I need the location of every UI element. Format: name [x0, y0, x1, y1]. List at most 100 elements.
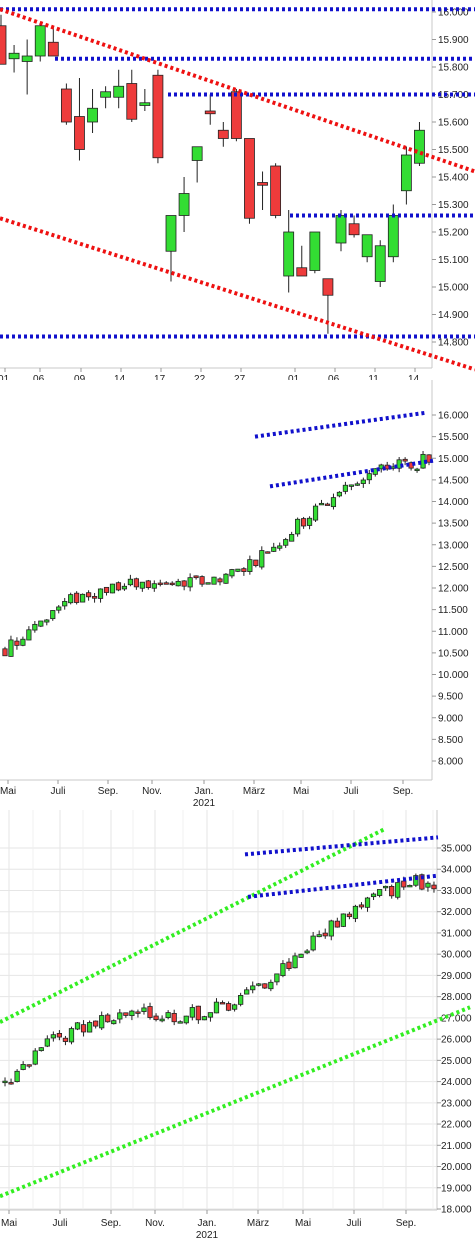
y-tick-label: 16.000: [438, 8, 469, 19]
candle-up: [8, 639, 14, 657]
candle-down: [257, 182, 268, 186]
candle-down: [115, 582, 122, 591]
y-tick-label: 15.300: [438, 200, 469, 211]
trend-line: [269, 458, 436, 489]
y-tick-label: 15.100: [438, 255, 469, 266]
trend-line: [254, 410, 426, 439]
candle-up: [376, 889, 383, 896]
candle-down: [145, 580, 151, 589]
chart-panel-weekly-index: 16.000 15.500 15.000 14.500 14.000 13.500 13.0…: [0, 380, 475, 810]
y-tick-label: 32.000: [441, 907, 472, 918]
candle-up: [361, 234, 373, 258]
candle-up: [366, 473, 372, 481]
candle-down: [230, 91, 242, 139]
candle-down: [244, 138, 255, 219]
candle-down: [334, 920, 340, 928]
candle-up: [139, 102, 151, 106]
candle-up: [407, 884, 413, 888]
candle-up: [159, 1018, 165, 1022]
y-tick-label: 9.000: [438, 713, 463, 724]
candle-down: [80, 1024, 87, 1033]
x-tick-label: Juli: [50, 786, 65, 797]
y-tick-label: 22.000: [441, 1120, 472, 1131]
y-tick-label: 13.000: [438, 540, 469, 551]
candle-up: [304, 950, 310, 954]
candle-up: [113, 85, 125, 98]
candle-up: [289, 533, 295, 542]
candle-up: [175, 580, 181, 587]
candle-down: [74, 592, 80, 603]
x-tick-label: 01.: [288, 374, 302, 380]
candle-down: [169, 582, 175, 586]
candle-up: [183, 1015, 189, 1024]
y-tick-label: 26.000: [441, 1035, 472, 1046]
candle-up: [191, 146, 203, 161]
candle-down: [74, 116, 85, 150]
candle-down: [126, 83, 138, 120]
candle-down: [241, 568, 247, 572]
candle-up: [109, 583, 116, 594]
candle-up: [80, 593, 86, 603]
candle-up: [32, 1050, 38, 1065]
candle-up: [316, 934, 322, 938]
candle-up: [364, 897, 371, 908]
candle-up: [283, 231, 295, 277]
candle-up: [336, 491, 343, 497]
candle-down: [91, 596, 98, 599]
candle-up: [117, 1012, 123, 1020]
y-tick-label: 19.000: [441, 1183, 472, 1194]
candle-up: [8, 52, 20, 60]
y-tick-label: 9.500: [438, 692, 463, 703]
candle-down: [193, 575, 199, 579]
x-tick-label: Mai: [1, 1218, 17, 1229]
y-tick-label: 28.000: [441, 992, 472, 1003]
candle-down: [105, 1014, 111, 1023]
candle-up: [187, 577, 193, 588]
candle-down: [217, 578, 223, 583]
y-tick-label: 15.200: [438, 228, 469, 239]
candle-down: [402, 458, 408, 462]
y-tick-label: 15.400: [438, 173, 469, 184]
candle-down: [431, 884, 437, 890]
candle-down: [163, 582, 169, 585]
candle-down: [86, 592, 92, 598]
trend-line: [0, 216, 475, 372]
y-tick-label: 18.000: [441, 1205, 472, 1216]
candle-down: [270, 165, 282, 216]
candle-up: [32, 623, 38, 631]
candle-up: [256, 983, 262, 986]
y-tick-label: 12.000: [438, 584, 469, 595]
x-tick-label: Juli: [52, 1218, 67, 1229]
y-tick-label: 29.000: [441, 971, 472, 982]
candle-up: [151, 583, 157, 589]
x-tick-label: Sep.: [393, 786, 414, 797]
candle-up: [330, 497, 337, 508]
candle-up: [413, 875, 419, 886]
x-tick-label: Juli: [346, 1218, 361, 1229]
candle-up: [250, 985, 256, 991]
y-tick-label: 11.500: [438, 605, 468, 616]
candle-up: [231, 1004, 238, 1010]
candle-up: [238, 995, 244, 1005]
candle-up: [400, 154, 412, 192]
y-tick-label: 15.800: [438, 63, 469, 74]
candle-up: [44, 619, 50, 623]
candle-up: [360, 479, 366, 484]
x-tick-label: Juli: [343, 786, 358, 797]
y-tick-label: 8.000: [438, 757, 463, 768]
x-year-label: 2021: [196, 1230, 219, 1241]
x-tick-label: 17.: [154, 374, 168, 380]
y-tick-label: 27.000: [441, 1013, 472, 1024]
candle-down: [93, 1020, 99, 1027]
y-tick-label: 25.000: [441, 1056, 472, 1067]
x-tick-label: 14.: [114, 374, 128, 380]
candle-down: [401, 880, 407, 888]
trend-line: [0, 827, 386, 1024]
candle-up: [328, 920, 334, 937]
candle-down: [133, 578, 139, 588]
candle-up: [26, 629, 32, 641]
candle-up: [127, 578, 133, 586]
candle-down: [358, 904, 365, 908]
candle-up: [425, 882, 431, 888]
candle-up: [414, 129, 425, 164]
